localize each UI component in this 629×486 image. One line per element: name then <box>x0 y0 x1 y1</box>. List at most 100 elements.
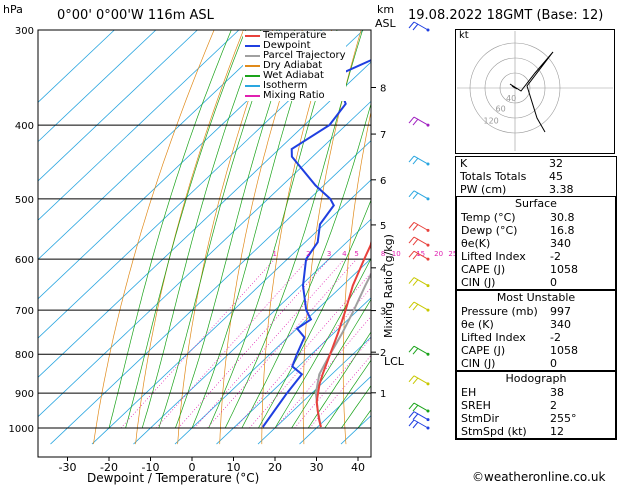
dry-adiabat-line <box>93 30 215 445</box>
mixing-ratio-line <box>156 258 309 429</box>
wind-barb <box>408 250 430 261</box>
row-label: Temp (°C) <box>461 211 516 224</box>
wet-adiabat-line <box>224 30 363 429</box>
x-tick-label: 0 <box>189 461 196 474</box>
location-title: 0°00' 0°00'W 116m ASL <box>57 8 214 23</box>
dry-adiabat-line <box>177 30 274 445</box>
surface-row: Temp (°C) 30.8 <box>457 211 615 224</box>
km-tick-label: 1 <box>380 389 386 400</box>
mixing-ratio-line <box>194 258 345 429</box>
mixing-ratio-line <box>120 258 275 429</box>
row-value: 3.38 <box>549 183 574 196</box>
legend-label: Parcel Trajectory <box>263 50 346 61</box>
legend-label: Dewpoint <box>263 40 311 51</box>
hodograph-unit-label: kt <box>459 30 469 41</box>
copyright-icon: © <box>472 470 484 484</box>
hodograph-trace <box>509 51 554 133</box>
isotherm-line <box>38 30 115 103</box>
wind-barb <box>408 236 430 247</box>
x-axis-label: Dewpoint / Temperature (°C) <box>87 471 260 485</box>
wind-barb <box>408 21 430 32</box>
mixing-ratio-line <box>178 258 330 429</box>
mixing-ratio-line <box>249 287 371 429</box>
isotherm-line <box>38 30 281 261</box>
isotherm-line <box>38 30 198 182</box>
surface-row: Dewp (°C) 16.8 <box>457 224 615 237</box>
pressure-tick-label: 300 <box>15 26 34 37</box>
surface-row: CIN (J) 0 <box>457 276 615 289</box>
wind-barb <box>408 116 430 127</box>
wind-barb <box>408 345 430 356</box>
x-tick-label: 10 <box>227 461 241 474</box>
row-value: 340 <box>550 318 571 331</box>
legend-swatch <box>245 65 260 67</box>
row-label: θe (K) <box>461 318 494 331</box>
wet-adiabat-line <box>274 257 371 429</box>
dry-adiabat-line <box>382 19 423 444</box>
footer-credit: ©weatheronline.co.uk <box>472 470 605 484</box>
dry-adiabat-line <box>624 19 629 444</box>
wet-adiabat-line <box>324 359 371 429</box>
wind-barb <box>408 375 430 386</box>
dry-adiabat-line <box>342 110 371 445</box>
wet-adiabat-line <box>258 199 371 429</box>
surface-title: Surface <box>515 197 557 210</box>
index-row: Totals Totals 45 <box>456 170 616 183</box>
isotherm-line <box>257 336 371 445</box>
site-link[interactable]: weatheronline.co.uk <box>484 470 606 484</box>
row-label: CAPE (J) <box>461 344 506 357</box>
wet-adiabat-line <box>175 30 296 429</box>
hodograph-table-title: Hodograph <box>505 372 567 385</box>
dry-adiabat-line <box>135 30 244 445</box>
legend-swatch <box>245 45 260 47</box>
row-value: 12 <box>550 425 564 438</box>
pressure-tick-label: 800 <box>15 350 34 361</box>
row-label: StmDir <box>461 412 500 425</box>
row-label: StmSpd (kt) <box>461 425 527 438</box>
legend-item: Dry Adiabat <box>243 61 346 71</box>
hodograph-row: SREH 2 <box>457 399 615 412</box>
most-unstable-row: Lifted Index -2 <box>457 331 615 344</box>
lcl-label: LCL <box>384 355 404 368</box>
row-label: Lifted Index <box>461 331 526 344</box>
row-value: 45 <box>549 170 563 183</box>
pressure-tick-label: 1000 <box>9 424 34 435</box>
asl-label: ASL <box>375 17 396 30</box>
legend-swatch <box>245 55 260 57</box>
wind-barb <box>408 155 430 166</box>
wet-adiabat-line <box>208 30 338 429</box>
index-row: K 32 <box>456 157 616 170</box>
wet-adiabat-line <box>158 30 278 429</box>
x-tick-label: -20 <box>100 461 118 474</box>
x-tick-label: 40 <box>351 461 365 474</box>
row-label: CAPE (J) <box>461 263 506 276</box>
row-label: Dewp (°C) <box>461 224 518 237</box>
wet-adiabat-line <box>241 102 371 429</box>
row-label: CIN (J) <box>461 357 496 370</box>
legend-swatch <box>245 85 260 87</box>
mixing-ratio-line <box>207 258 357 429</box>
legend-item: Isotherm <box>243 81 346 91</box>
legend-item: Mixing Ratio <box>243 91 346 101</box>
pressure-tick-label: 700 <box>15 306 34 317</box>
legend: Temperature Dewpoint Parcel Trajectory Dry … <box>243 31 346 101</box>
most-unstable-row: CIN (J) 0 <box>457 357 615 370</box>
row-value: 255° <box>550 412 577 425</box>
row-value: 997 <box>550 305 571 318</box>
row-label: Pressure (mb) <box>461 305 538 318</box>
surface-section: Surface Temp (°C) 30.8 Dewp (°C) 16.8 θe(K) 3… <box>456 196 616 290</box>
km-tick-label: 2 <box>380 348 386 359</box>
legend-swatch <box>245 75 260 77</box>
legend-label: Mixing Ratio <box>263 90 325 101</box>
km-tick-label: 5 <box>380 221 386 232</box>
mixing-ratio-line <box>275 316 371 429</box>
isotherm-line <box>133 218 371 445</box>
wind-barb <box>408 419 430 430</box>
row-value: 32 <box>549 157 563 170</box>
mixing-ratio-label: 4 <box>342 250 347 258</box>
isotherm-line <box>174 257 371 445</box>
row-label: Lifted Index <box>461 250 526 263</box>
row-value: 16.8 <box>550 224 575 237</box>
